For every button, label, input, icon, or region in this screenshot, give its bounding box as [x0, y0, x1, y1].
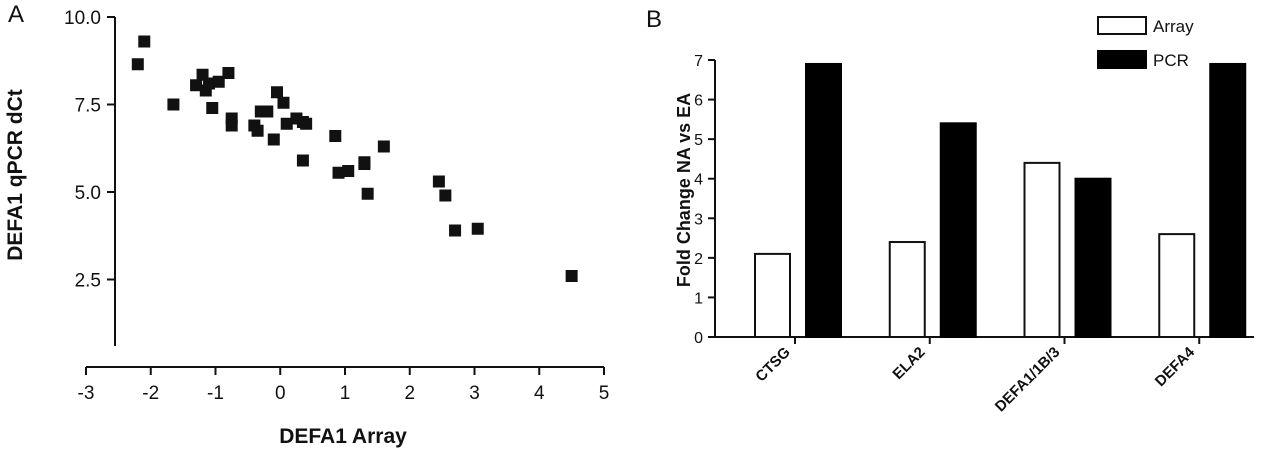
scatter-point: [332, 166, 345, 179]
scatter-point: [361, 187, 374, 200]
bar-y-tick-label: 4: [694, 172, 703, 189]
bar-y-tick-label: 6: [694, 93, 703, 110]
legend-label-array: Array: [1153, 17, 1194, 36]
bar-y-tick-label: 7: [694, 53, 703, 70]
panel-b-label: B: [646, 6, 662, 33]
bar-legend: Array PCR: [1097, 16, 1194, 70]
bar-category-label: CTSG: [752, 344, 793, 385]
scatter-y-tick-label: 2.5: [75, 271, 101, 292]
scatter-point: [329, 130, 342, 142]
scatter-point: [271, 86, 284, 99]
scatter-x-tick-label: -1: [207, 383, 224, 404]
scatter-point: [432, 175, 445, 188]
scatter-point: [358, 156, 371, 169]
scatter-x-tick-label: 2: [404, 383, 415, 404]
bar-array-defa4: [1158, 233, 1196, 338]
scatter-point: [300, 117, 313, 130]
scatter-point: [565, 270, 578, 282]
legend-swatch-array: [1097, 16, 1147, 35]
panel-a-label: A: [8, 1, 24, 28]
scatter-x-tick-label: 3: [469, 383, 480, 404]
scatter-x-axis-title: DEFA1 Array: [279, 425, 407, 448]
scatter-x-tick-label: -3: [78, 383, 95, 404]
scatter-point: [439, 189, 452, 202]
scatter-point: [190, 79, 203, 92]
bar-y-tick-label: 1: [694, 290, 703, 307]
bar-pcr-ela2: [939, 122, 977, 338]
scatter-y-tick-label: 5.0: [75, 183, 101, 204]
scatter-axes: -3 -2 -1 0 1 2 3 4 5 2.5 5.0 7.5 10.0: [64, 8, 609, 404]
scatter-point: [131, 58, 144, 71]
scatter-point: [203, 77, 216, 90]
scatter-y-tick-label: 10.0: [64, 8, 101, 29]
scatter-point: [261, 105, 274, 118]
scatter-point: [267, 133, 280, 146]
scatter-x-tick-label: 5: [599, 383, 610, 404]
scatter-point: [377, 140, 390, 153]
scatter-x-tick-label: 1: [340, 383, 351, 404]
bar-pcr-defa4: [1209, 62, 1247, 338]
scatter-panel: A -3 -2 -1 0 1 2 3 4 52.55.07.510.0 DEFA1 Array …: [4, 1, 609, 448]
bar-y-tick-label: 5: [694, 132, 703, 149]
scatter-point: [222, 67, 235, 79]
scatter-point: [225, 119, 238, 132]
bar-category-label: DEFA1/1B/3: [992, 344, 1064, 416]
scatter-point: [251, 124, 264, 137]
scatter-point: [277, 96, 290, 109]
scatter-points: [131, 35, 578, 282]
scatter-point: [138, 35, 151, 48]
bar-category-labels: CTSG ELA2 DEFA1/1B/3 DEFA4: [752, 343, 1198, 415]
bar-y-tick-label: 0: [694, 330, 703, 347]
bar-category-label: ELA2: [889, 344, 928, 383]
bar-category-label: DEFA4: [1152, 343, 1199, 390]
legend-label-pcr: PCR: [1153, 51, 1189, 70]
scatter-point: [206, 102, 219, 114]
scatter-point: [167, 98, 180, 111]
bar-y-tick-label: 2: [694, 251, 703, 268]
bar-marks: [754, 62, 1247, 338]
bar-y-tick-label: 3: [694, 211, 703, 228]
bar-y-axis-title: Fold Change NA vs EA: [674, 93, 694, 287]
scatter-x-tick-label: 4: [534, 383, 545, 404]
scatter-point: [342, 165, 355, 177]
bar-array-ctsg: [754, 252, 791, 338]
scatter-point: [449, 224, 462, 237]
bar-array-defa1-1b-3: [1023, 161, 1061, 338]
bar-pcr-defa1-1b-3: [1074, 177, 1112, 338]
scatter-point: [296, 154, 309, 167]
scatter-point: [471, 222, 484, 235]
scatter-point: [280, 117, 293, 130]
bar-array-ela2: [888, 241, 926, 338]
scatter-point: [212, 75, 225, 88]
scatter-x-tick-label: 0: [275, 383, 286, 404]
bar-pcr-ctsg: [805, 62, 842, 338]
scatter-x-tick-label: -2: [142, 383, 159, 404]
scatter-y-axis-title: DEFA1 qPCR dCt: [4, 89, 27, 261]
legend-swatch-pcr: [1097, 50, 1147, 69]
bar-panel: B 0 1 2 3 4 5 6 7 CTSG ELA2 DEFA1/1B/3 DEFA4 Fold …: [646, 6, 1254, 415]
scatter-y-tick-label: 7.5: [75, 96, 101, 117]
